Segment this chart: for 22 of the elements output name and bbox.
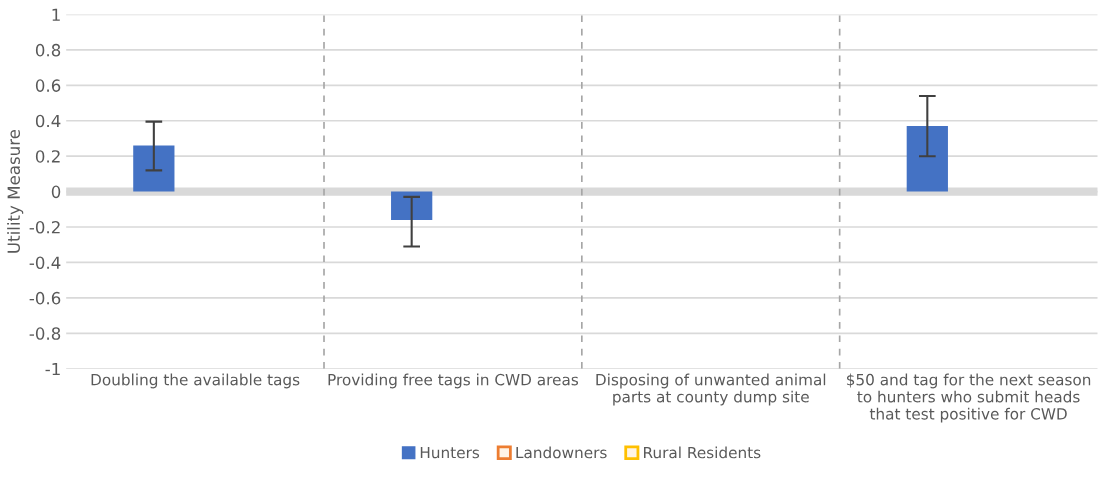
bar <box>133 145 175 192</box>
y-tick-label: 1 <box>52 8 60 21</box>
y-tick-label: 0 <box>51 185 61 199</box>
x-tick-label: Disposing of unwanted animal parts at county dump site <box>596 373 826 406</box>
y-tick-label: 0.2 <box>35 150 60 163</box>
y-tick-label: -0.8 <box>29 327 61 340</box>
y-tick-label: -0.6 <box>29 291 61 305</box>
y-tick-label: -1 <box>45 362 60 376</box>
y-axis-title: Utility Measure <box>7 129 24 253</box>
bar <box>906 126 948 192</box>
y-tick-label: -0.2 <box>29 220 60 234</box>
y-tick-label: 0.4 <box>35 114 61 128</box>
legend-label: Hunters <box>420 446 480 459</box>
legend-label: Rural Residents <box>644 446 761 459</box>
x-tick-label: $50 and tag for the next season to hunters who submit heads that test positive for CWD <box>846 373 1091 423</box>
y-tick-label: -0.4 <box>29 256 61 270</box>
bar <box>391 191 433 220</box>
y-tick-label: 0.8 <box>35 43 61 57</box>
y-tick-label: 0.6 <box>35 79 61 92</box>
x-tick-label: Providing free tags in CWD areas <box>328 373 579 389</box>
legend-label: Landowners <box>516 446 607 459</box>
x-tick-label: Doubling the available tags <box>91 373 300 389</box>
